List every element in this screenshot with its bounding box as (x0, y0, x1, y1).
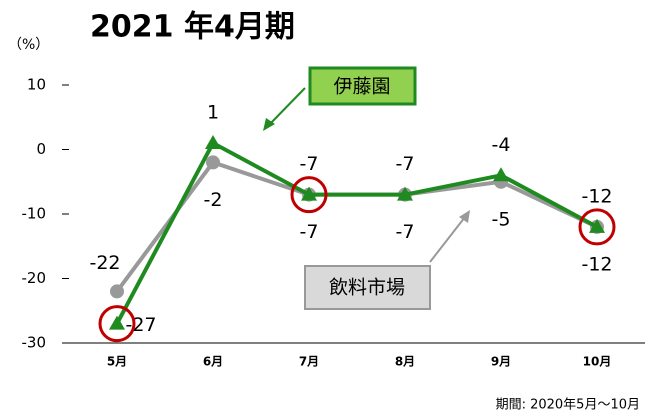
data-label: -4 (492, 134, 511, 156)
highlight-circle (578, 208, 616, 246)
chart-title: 2021 年4月期 (90, 10, 295, 45)
y-tick-label: -20 (22, 269, 47, 287)
footnote: 期間: 2020年5月～10月 (496, 398, 640, 413)
marker (301, 186, 317, 201)
callout-arrow (267, 87, 306, 127)
series-line (115, 140, 598, 325)
x-tick-label: 5月 (107, 355, 127, 369)
y-axis-label: （%） (8, 37, 49, 53)
y-tick-label: -30 (22, 334, 47, 352)
callout-arrow (429, 216, 466, 263)
data-label: -7 (396, 221, 415, 243)
highlight-circle (290, 176, 328, 214)
y-tick-label: 0 (36, 140, 46, 158)
marker (493, 167, 509, 182)
marker (205, 135, 221, 150)
legend-label: 飲料市場 (329, 277, 405, 299)
data-label: -7 (300, 153, 319, 175)
data-label: 1 (207, 102, 219, 124)
y-tick-label: 10 (27, 76, 46, 94)
callout-arrow-head (263, 118, 275, 131)
data-label: -12 (581, 253, 612, 275)
marker (109, 315, 125, 330)
data-label: -7 (396, 153, 415, 175)
x-tick-label: 8月 (395, 355, 415, 369)
highlight-circle (98, 305, 136, 343)
legend-label: 伊藤園 (333, 76, 390, 98)
legend-box (308, 66, 417, 106)
data-label: -12 (581, 185, 612, 207)
marker (589, 218, 605, 233)
data-label: -7 (300, 221, 319, 243)
data-label: -22 (89, 252, 120, 274)
marker (397, 186, 413, 201)
marker (110, 284, 124, 299)
x-tick-label: 6月 (203, 355, 223, 369)
data-label: -2 (204, 189, 223, 211)
marker (206, 155, 220, 170)
callout-arrow-head (459, 210, 470, 223)
x-tick-label: 7月 (299, 355, 319, 369)
y-tick-label: -10 (22, 205, 47, 223)
x-tick-label: 9月 (491, 355, 511, 369)
x-tick-label: 10月 (583, 355, 612, 369)
data-label: -5 (492, 208, 511, 230)
legend-box (304, 265, 431, 310)
